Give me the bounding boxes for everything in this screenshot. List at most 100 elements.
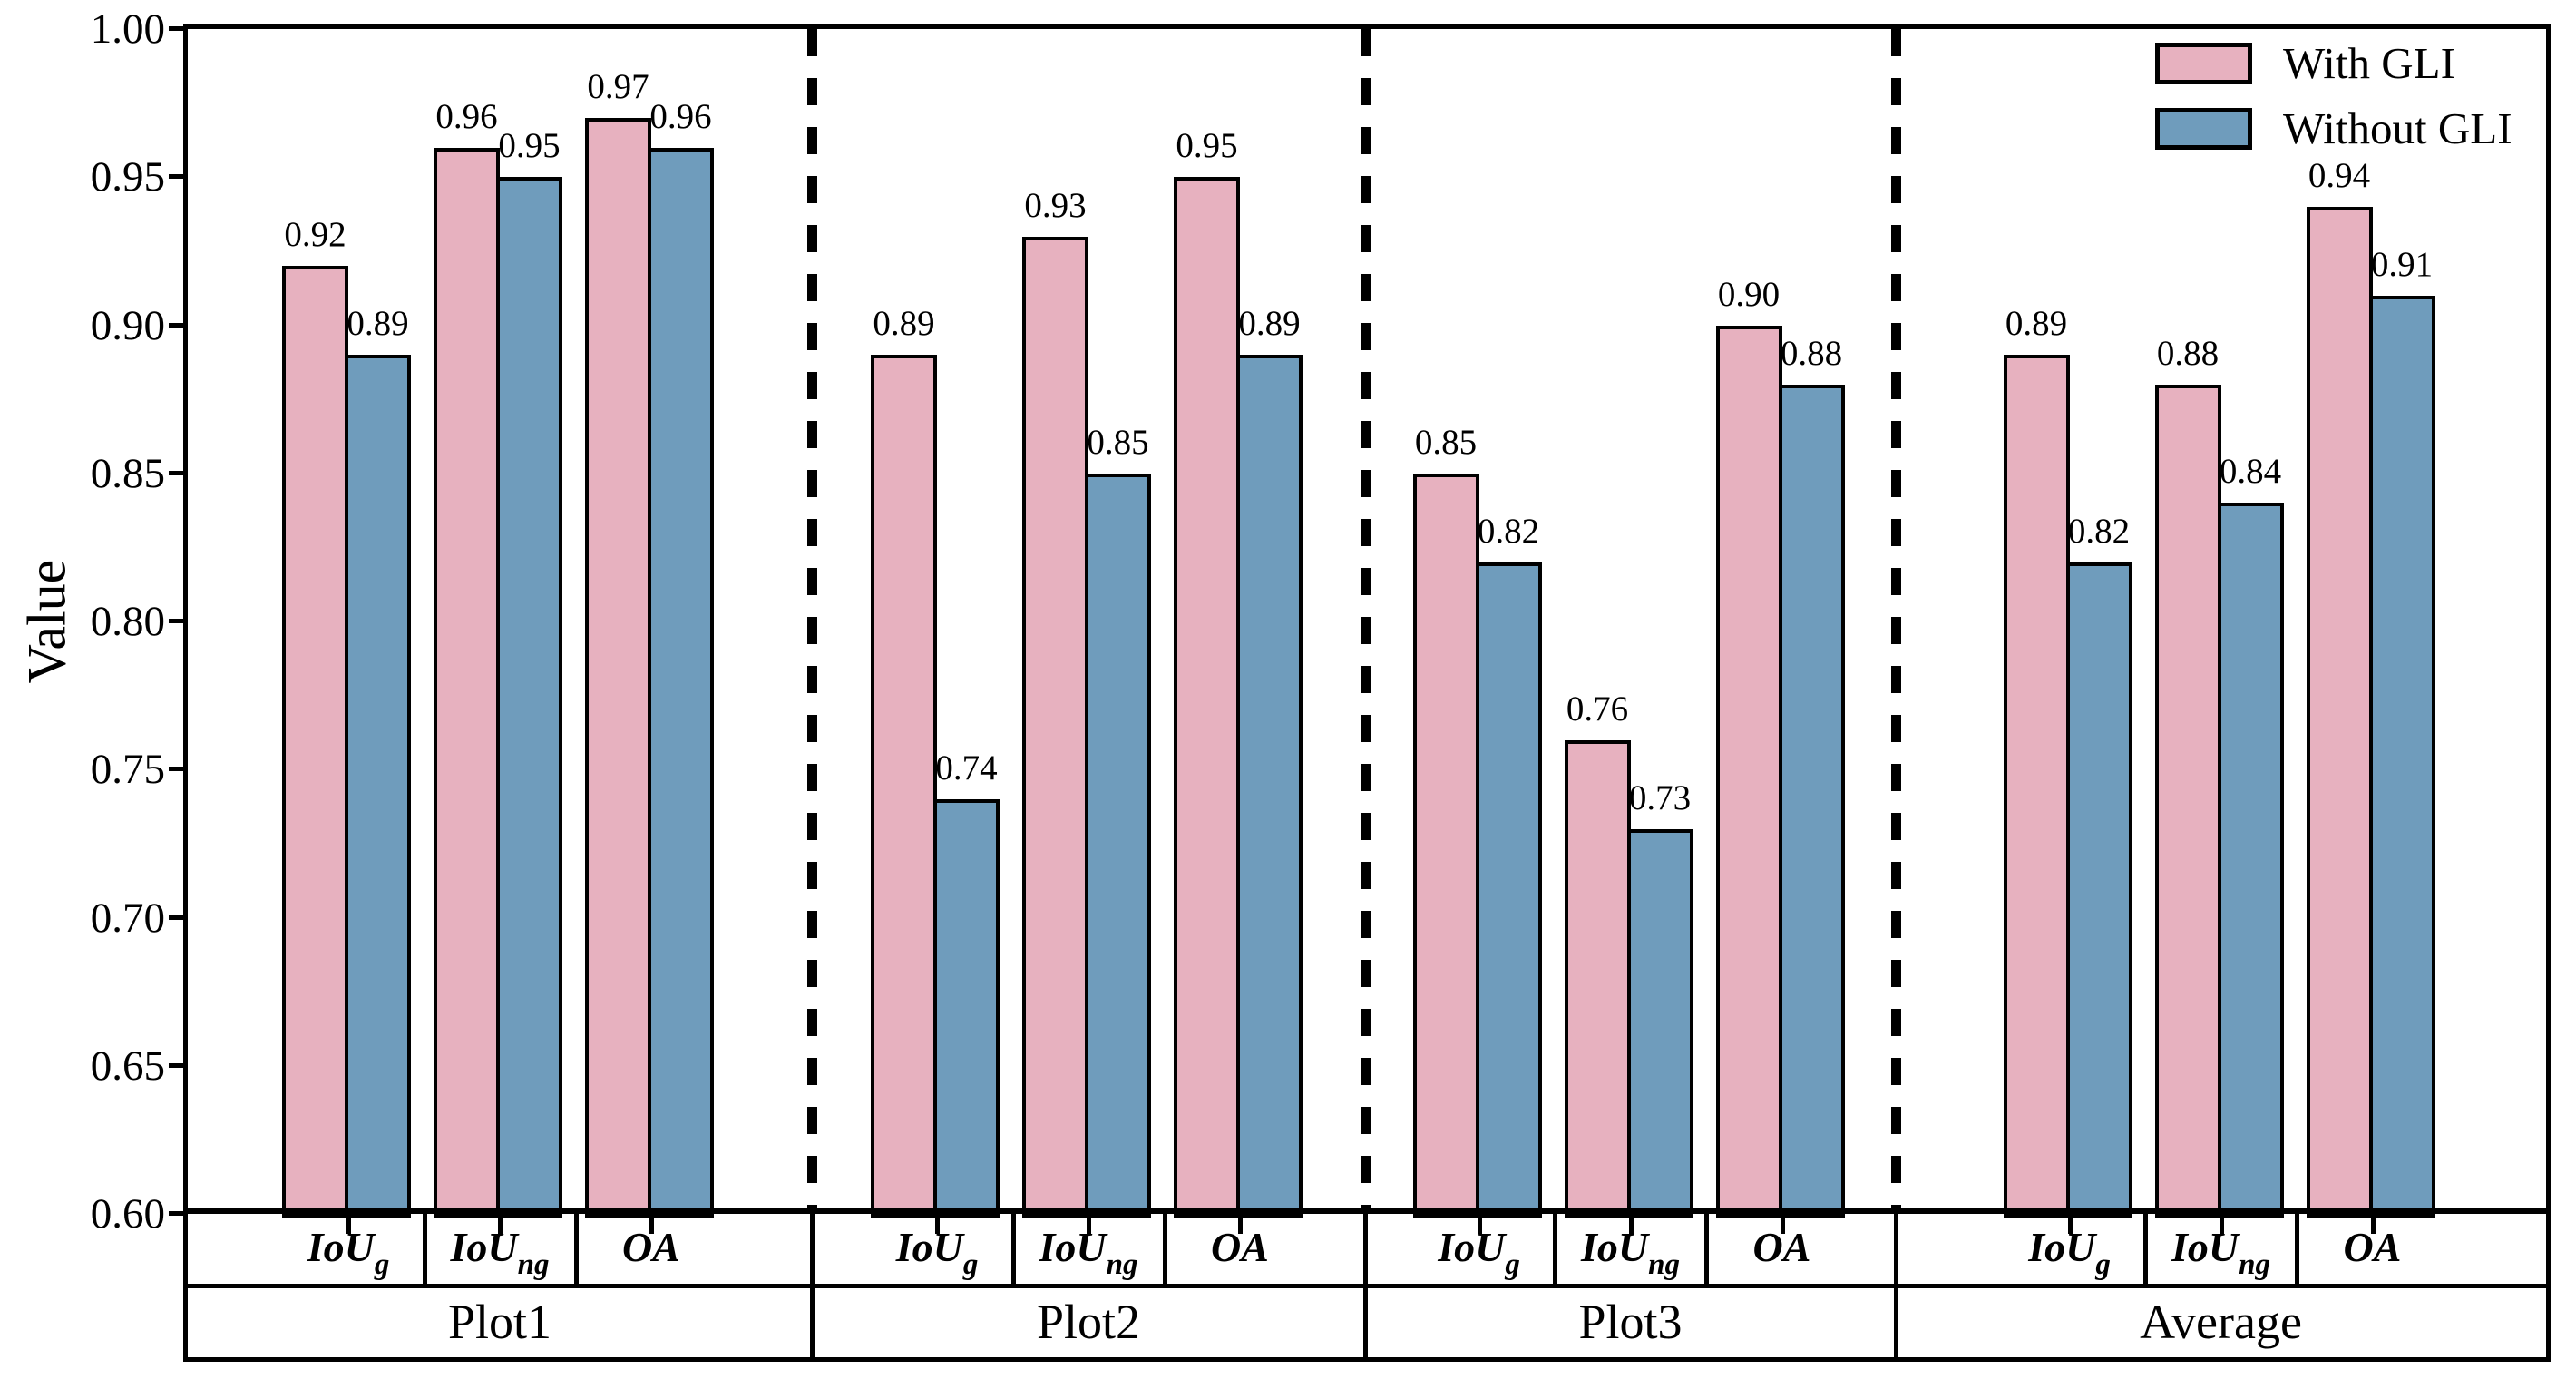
x-tick-mark — [1628, 1214, 1634, 1234]
bar-with-gli — [1715, 325, 1782, 1218]
y-tick-mark — [169, 1211, 188, 1216]
group-separator-dashed-line — [1891, 29, 1901, 1208]
x-tick-mark — [1087, 1214, 1091, 1234]
y-tick-label: 1.00 — [90, 5, 165, 53]
bar-with-gli — [2003, 355, 2070, 1218]
bar-value-label: 0.96 — [435, 96, 498, 136]
bar-value-label: 0.88 — [2156, 333, 2220, 373]
x-tick-mark — [2219, 1214, 2224, 1234]
table-group-divider — [1363, 1214, 1368, 1362]
bar-with-gli — [1412, 473, 1479, 1218]
legend-label-with-gli: With GLI — [2283, 38, 2455, 88]
table-group-divider — [1894, 1214, 1898, 1362]
metric-label: IoUg — [307, 1224, 390, 1281]
bar-with-gli — [282, 266, 348, 1218]
bar-value-label: 0.94 — [2308, 155, 2371, 195]
y-tick-label: 0.65 — [90, 1042, 165, 1090]
group-name-label: Plot3 — [1578, 1295, 1683, 1349]
metric-cell-divider — [573, 1214, 579, 1284]
group-separator-dashed-line — [807, 29, 817, 1208]
metric-cell-divider — [1553, 1214, 1557, 1284]
metric-label: IoUng — [1039, 1224, 1138, 1281]
x-tick-mark — [2067, 1214, 2073, 1234]
metric-cell-divider — [1704, 1214, 1709, 1284]
metric-label: IoUg — [2028, 1224, 2111, 1281]
x-axis-line — [183, 1208, 2551, 1214]
y-tick-label: 0.85 — [90, 449, 165, 497]
bar-without-gli — [2065, 562, 2132, 1218]
y-tick-mark — [169, 1062, 188, 1068]
bar-without-gli — [933, 798, 1000, 1218]
bar-value-label: 0.96 — [649, 96, 712, 136]
x-tick-mark — [498, 1214, 503, 1234]
bar-without-gli — [496, 177, 562, 1218]
group-separator-dashed-line — [1361, 29, 1371, 1208]
table-group-divider — [810, 1214, 815, 1362]
bar-without-gli — [1626, 828, 1693, 1218]
group-name-label: Average — [2140, 1295, 2302, 1349]
y-tick-mark — [169, 26, 188, 31]
bar-with-gli — [1174, 177, 1240, 1218]
y-tick-label: 0.70 — [90, 894, 165, 942]
bar-without-gli — [1475, 562, 1542, 1218]
bar-without-gli — [2368, 295, 2435, 1218]
bar-without-gli — [648, 147, 714, 1218]
x-tick-mark — [1238, 1214, 1243, 1234]
y-tick-mark — [169, 767, 188, 772]
x-tick-mark — [2370, 1214, 2376, 1234]
group-name-label: Plot2 — [1036, 1295, 1141, 1349]
bar-value-label: 0.82 — [1477, 511, 1540, 551]
bar-value-label: 0.90 — [1717, 274, 1781, 314]
bar-value-label: 0.82 — [2067, 511, 2131, 551]
y-tick-mark — [169, 322, 188, 328]
metric-cell-divider — [2143, 1214, 2148, 1284]
bar-value-label: 0.76 — [1566, 689, 1629, 729]
y-tick-mark — [169, 470, 188, 475]
bar-value-label: 0.89 — [873, 304, 935, 344]
metric-label: IoUg — [1438, 1224, 1520, 1281]
legend-label-without-gli: Without GLI — [2283, 103, 2513, 153]
bar-with-gli — [2306, 206, 2373, 1218]
x-tick-mark — [346, 1214, 351, 1234]
x-tick-mark — [649, 1214, 654, 1234]
bar-value-label: 0.88 — [1780, 333, 1843, 373]
metric-cell-divider — [422, 1214, 427, 1284]
y-tick-label: 0.95 — [90, 153, 165, 201]
bar-value-label: 0.95 — [498, 126, 561, 166]
bar-value-label: 0.91 — [2370, 244, 2434, 284]
y-tick-label: 0.80 — [90, 598, 165, 645]
bar-without-gli — [1085, 473, 1151, 1218]
metric-label: IoUng — [450, 1224, 550, 1281]
bar-without-gli — [1236, 355, 1303, 1218]
legend-swatch-with-gli — [2155, 42, 2252, 84]
bar-value-label: 0.89 — [2005, 304, 2068, 344]
bar-without-gli — [2217, 503, 2284, 1218]
y-tick-mark — [169, 915, 188, 920]
metric-cell-divider — [1162, 1214, 1167, 1284]
bar-value-label: 0.93 — [1024, 185, 1087, 225]
metric-label: IoUg — [895, 1224, 979, 1281]
bar-without-gli — [345, 355, 411, 1218]
bar-with-gli — [871, 355, 937, 1218]
bar-with-gli — [1564, 739, 1631, 1218]
group-name-label: Plot1 — [447, 1295, 552, 1349]
y-tick-label: 0.60 — [90, 1190, 165, 1237]
legend-entry-without-gli: Without GLI — [2155, 103, 2513, 154]
legend-swatch-without-gli — [2155, 107, 2252, 150]
bar-value-label: 0.92 — [284, 215, 346, 255]
bar-value-label: 0.95 — [1176, 126, 1238, 166]
x-tick-mark — [1780, 1214, 1785, 1234]
y-tick-mark — [169, 619, 188, 623]
y-tick-label: 0.75 — [90, 746, 165, 794]
bar-value-label: 0.97 — [587, 66, 649, 106]
bar-with-gli — [434, 147, 500, 1218]
bar-value-label: 0.89 — [1238, 304, 1301, 344]
x-tick-mark — [1477, 1214, 1482, 1234]
bar-value-label: 0.85 — [1087, 422, 1149, 462]
bar-value-label: 0.73 — [1628, 778, 1692, 817]
bar-value-label: 0.84 — [2219, 452, 2282, 492]
y-tick-label: 0.90 — [90, 301, 165, 349]
bar-value-label: 0.89 — [346, 304, 409, 344]
bar-without-gli — [1778, 384, 1845, 1218]
